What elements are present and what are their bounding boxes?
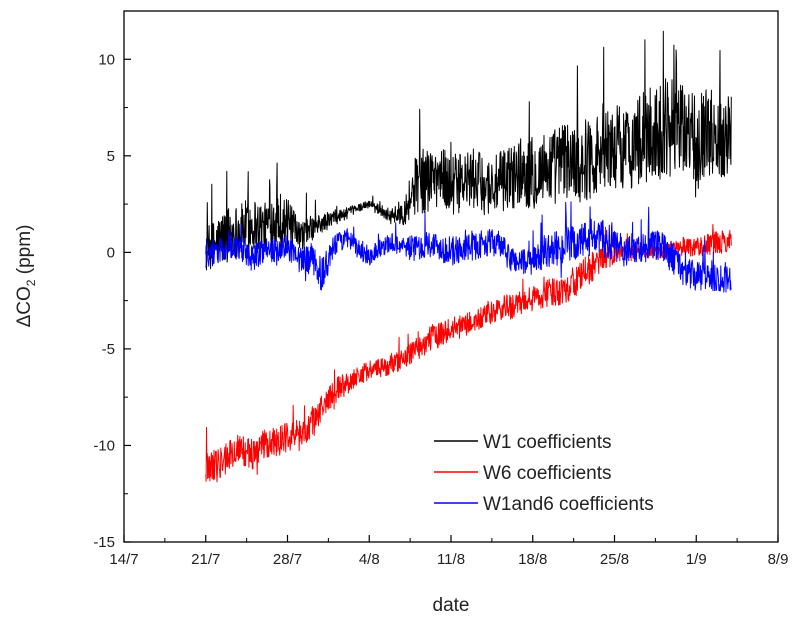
y-axis-title-main: ΔCO — [14, 286, 35, 327]
x-tick-label: 18/8 — [518, 551, 547, 568]
y-axis-title-subscript: 2 — [24, 279, 38, 286]
x-tick-label: 25/8 — [600, 551, 629, 568]
legend-label: W1and6 coefficients — [483, 494, 654, 515]
x-tick-label: 28/7 — [273, 551, 302, 568]
x-tick-label: 11/8 — [437, 551, 465, 568]
y-tick-label: 10 — [98, 51, 115, 68]
x-tick-label: 4/8 — [359, 551, 380, 568]
y-axis-title-unit: (ppm) — [14, 225, 35, 280]
series-line-3 — [205, 201, 732, 293]
x-tick-label: 21/7 — [191, 551, 220, 568]
y-tick-label: -15 — [93, 534, 115, 551]
y-tick-label: -10 — [93, 437, 115, 454]
y-tick-label: 5 — [107, 148, 115, 165]
legend-label: W6 coefficients — [483, 463, 611, 484]
axes-layer: 14/7 21/7 28/7 4/8 11/8 18/8 25/8 1/9 8/9 -15 -10 -… — [93, 10, 789, 568]
x-tick-label: 1/9 — [686, 551, 707, 568]
legend: W1 coefficients W6 coefficients W1and6 coe… — [434, 432, 654, 515]
y-tick-label: 0 — [107, 244, 115, 261]
x-axis-title: date — [433, 595, 470, 616]
x-tick-label: 14/7 — [109, 551, 138, 568]
y-axis-title: ΔCO2 (ppm) — [14, 225, 38, 328]
y-tick-label: -5 — [102, 341, 115, 358]
series-layer — [205, 30, 732, 483]
x-tick-label: 8/9 — [768, 551, 789, 568]
series-line-1 — [205, 30, 732, 271]
legend-label: W1 coefficients — [483, 432, 611, 453]
